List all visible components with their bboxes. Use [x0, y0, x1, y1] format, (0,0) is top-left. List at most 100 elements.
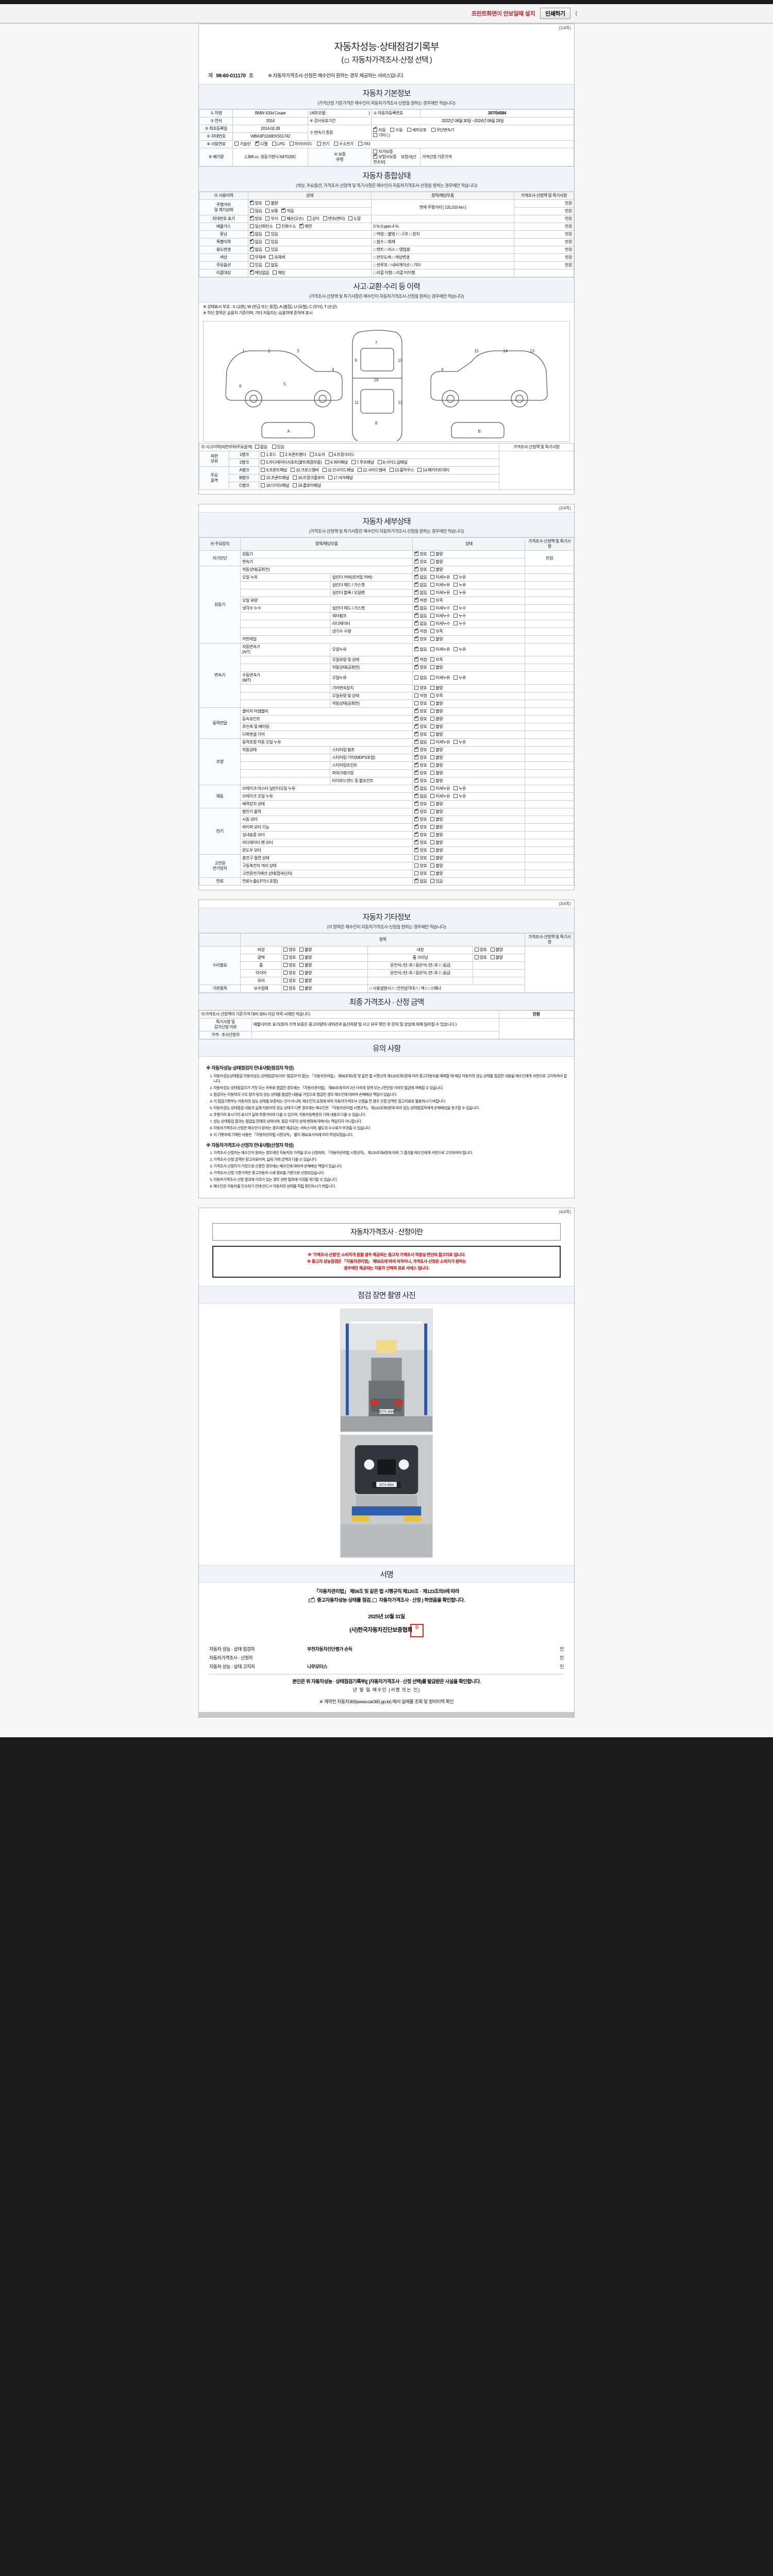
- option-1[interactable]: 16.트렁크플로어: [293, 476, 325, 481]
- fuel-opt-4[interactable]: 전기: [317, 142, 329, 147]
- option-1[interactable]: 있음: [430, 879, 443, 884]
- option-1[interactable]: 부족: [430, 657, 443, 663]
- option-0[interactable]: 양호: [414, 701, 427, 706]
- checkbox-icon[interactable]: [272, 445, 276, 449]
- option-2[interactable]: 누수: [453, 606, 466, 611]
- checkbox-icon[interactable]: [430, 560, 435, 564]
- checkbox-icon[interactable]: [328, 476, 332, 480]
- checkbox-icon[interactable]: [280, 452, 284, 456]
- option-1[interactable]: 부족: [430, 598, 443, 603]
- option-2[interactable]: 11.인사이드패널: [322, 468, 354, 473]
- checkbox-icon[interactable]: [430, 879, 435, 883]
- option-0[interactable]: 적정: [414, 693, 427, 699]
- option-0[interactable]: 없음: [249, 246, 262, 252]
- option-0[interactable]: 양호: [283, 978, 296, 984]
- checkbox-icon[interactable]: [414, 785, 419, 790]
- checkbox-icon[interactable]: [453, 740, 458, 744]
- checkbox-icon[interactable]: [430, 675, 435, 680]
- option-0[interactable]: 양호: [249, 199, 262, 206]
- checkbox-icon[interactable]: [430, 863, 435, 868]
- option-1[interactable]: 불량: [430, 778, 443, 784]
- checkbox-icon[interactable]: [430, 786, 435, 790]
- checkbox-icon[interactable]: [414, 597, 419, 602]
- checkbox-icon[interactable]: [430, 802, 435, 806]
- checkbox-icon[interactable]: [414, 656, 419, 662]
- option-1[interactable]: 불량: [430, 637, 443, 642]
- option-2[interactable]: 누유: [453, 583, 466, 588]
- checkbox-icon[interactable]: [283, 978, 288, 982]
- checkbox-icon[interactable]: [325, 460, 330, 464]
- checkbox-icon[interactable]: [249, 246, 254, 251]
- option-0[interactable]: 양호: [414, 754, 427, 760]
- option-1[interactable]: 불량: [430, 802, 443, 807]
- option-0[interactable]: 양호: [414, 558, 427, 565]
- option-3[interactable]: 상이: [307, 216, 320, 222]
- option-0[interactable]: 양호: [474, 947, 487, 953]
- option-0[interactable]: 양호: [414, 863, 427, 869]
- option-0[interactable]: 양호: [414, 816, 427, 822]
- trans-opt-3[interactable]: 무단변속기: [431, 127, 455, 133]
- option-0[interactable]: 양호: [414, 800, 427, 807]
- checkbox-icon[interactable]: [328, 452, 333, 456]
- option-1[interactable]: 불량: [430, 833, 443, 838]
- checkbox-icon[interactable]: [453, 794, 458, 798]
- option-2[interactable]: 매연: [299, 223, 312, 229]
- checkbox-icon[interactable]: [357, 468, 362, 472]
- checkbox-icon[interactable]: [430, 552, 435, 556]
- checkbox-icon[interactable]: [430, 848, 435, 852]
- trans-opt-1[interactable]: 수동: [390, 127, 402, 133]
- checkbox-icon[interactable]: [414, 635, 419, 641]
- option-1[interactable]: 불량: [490, 947, 503, 953]
- option-0[interactable]: 15.프론트패널: [261, 476, 289, 481]
- option-2[interactable]: 7.루프패널: [351, 460, 374, 465]
- option-1[interactable]: 있음: [265, 247, 278, 252]
- option-3[interactable]: 12.사이드멤버: [357, 468, 386, 473]
- option-0[interactable]: 없음: [414, 785, 427, 791]
- checkbox-icon[interactable]: [414, 550, 419, 556]
- checkbox-icon[interactable]: [430, 606, 435, 610]
- option-1[interactable]: 불량: [430, 817, 443, 822]
- option-2[interactable]: 3.도어: [309, 452, 325, 457]
- checkbox-icon[interactable]: [430, 771, 435, 775]
- option-0[interactable]: 없음: [249, 230, 262, 237]
- checkbox-icon[interactable]: [255, 445, 259, 449]
- checkbox-icon[interactable]: [265, 201, 270, 205]
- option-1[interactable]: 불량: [430, 771, 443, 776]
- option-0[interactable]: 양호: [283, 986, 296, 991]
- checkbox-icon[interactable]: [453, 675, 458, 680]
- checkbox-icon[interactable]: [322, 468, 327, 472]
- checkbox-icon[interactable]: [261, 468, 265, 472]
- option-0[interactable]: 없음: [414, 646, 427, 652]
- checkbox-icon[interactable]: [430, 665, 435, 669]
- checkbox-icon[interactable]: [414, 808, 419, 814]
- option-0[interactable]: 없음: [414, 877, 427, 884]
- option-2[interactable]: 누유: [453, 647, 466, 652]
- option-2[interactable]: 누유: [453, 740, 466, 745]
- checkbox-icon[interactable]: [414, 877, 419, 883]
- option-0[interactable]: 양호: [414, 871, 427, 876]
- checkbox-icon[interactable]: [265, 263, 270, 267]
- checkbox-icon[interactable]: [299, 978, 304, 982]
- option-0[interactable]: 양호: [414, 731, 427, 737]
- checkbox-icon[interactable]: [249, 263, 254, 267]
- checkbox-icon[interactable]: [474, 947, 479, 952]
- option-0[interactable]: 1.후드: [261, 452, 277, 457]
- checkbox-icon[interactable]: [430, 732, 435, 736]
- option-1[interactable]: 불량: [430, 840, 443, 845]
- option-0[interactable]: 적정: [414, 656, 427, 663]
- checkbox-icon[interactable]: [414, 839, 419, 844]
- checkbox-icon[interactable]: [414, 738, 419, 744]
- checkbox-icon[interactable]: [249, 209, 254, 213]
- warranty-opt-1[interactable]: 보험사보증: [373, 153, 397, 160]
- checkbox-icon[interactable]: [299, 223, 304, 228]
- option-1[interactable]: 미세누수: [430, 606, 450, 611]
- option-0[interactable]: 없음: [414, 604, 427, 611]
- option-1[interactable]: 불량: [430, 755, 443, 760]
- checkbox-icon[interactable]: [249, 199, 254, 205]
- option-0[interactable]: 양호: [414, 635, 427, 642]
- checkbox-icon[interactable]: [249, 230, 254, 236]
- option-1[interactable]: 미세누유: [430, 675, 450, 681]
- option-1[interactable]: 유채색: [269, 255, 285, 260]
- option-1[interactable]: 불량: [299, 978, 312, 984]
- checkbox-icon[interactable]: [430, 724, 435, 728]
